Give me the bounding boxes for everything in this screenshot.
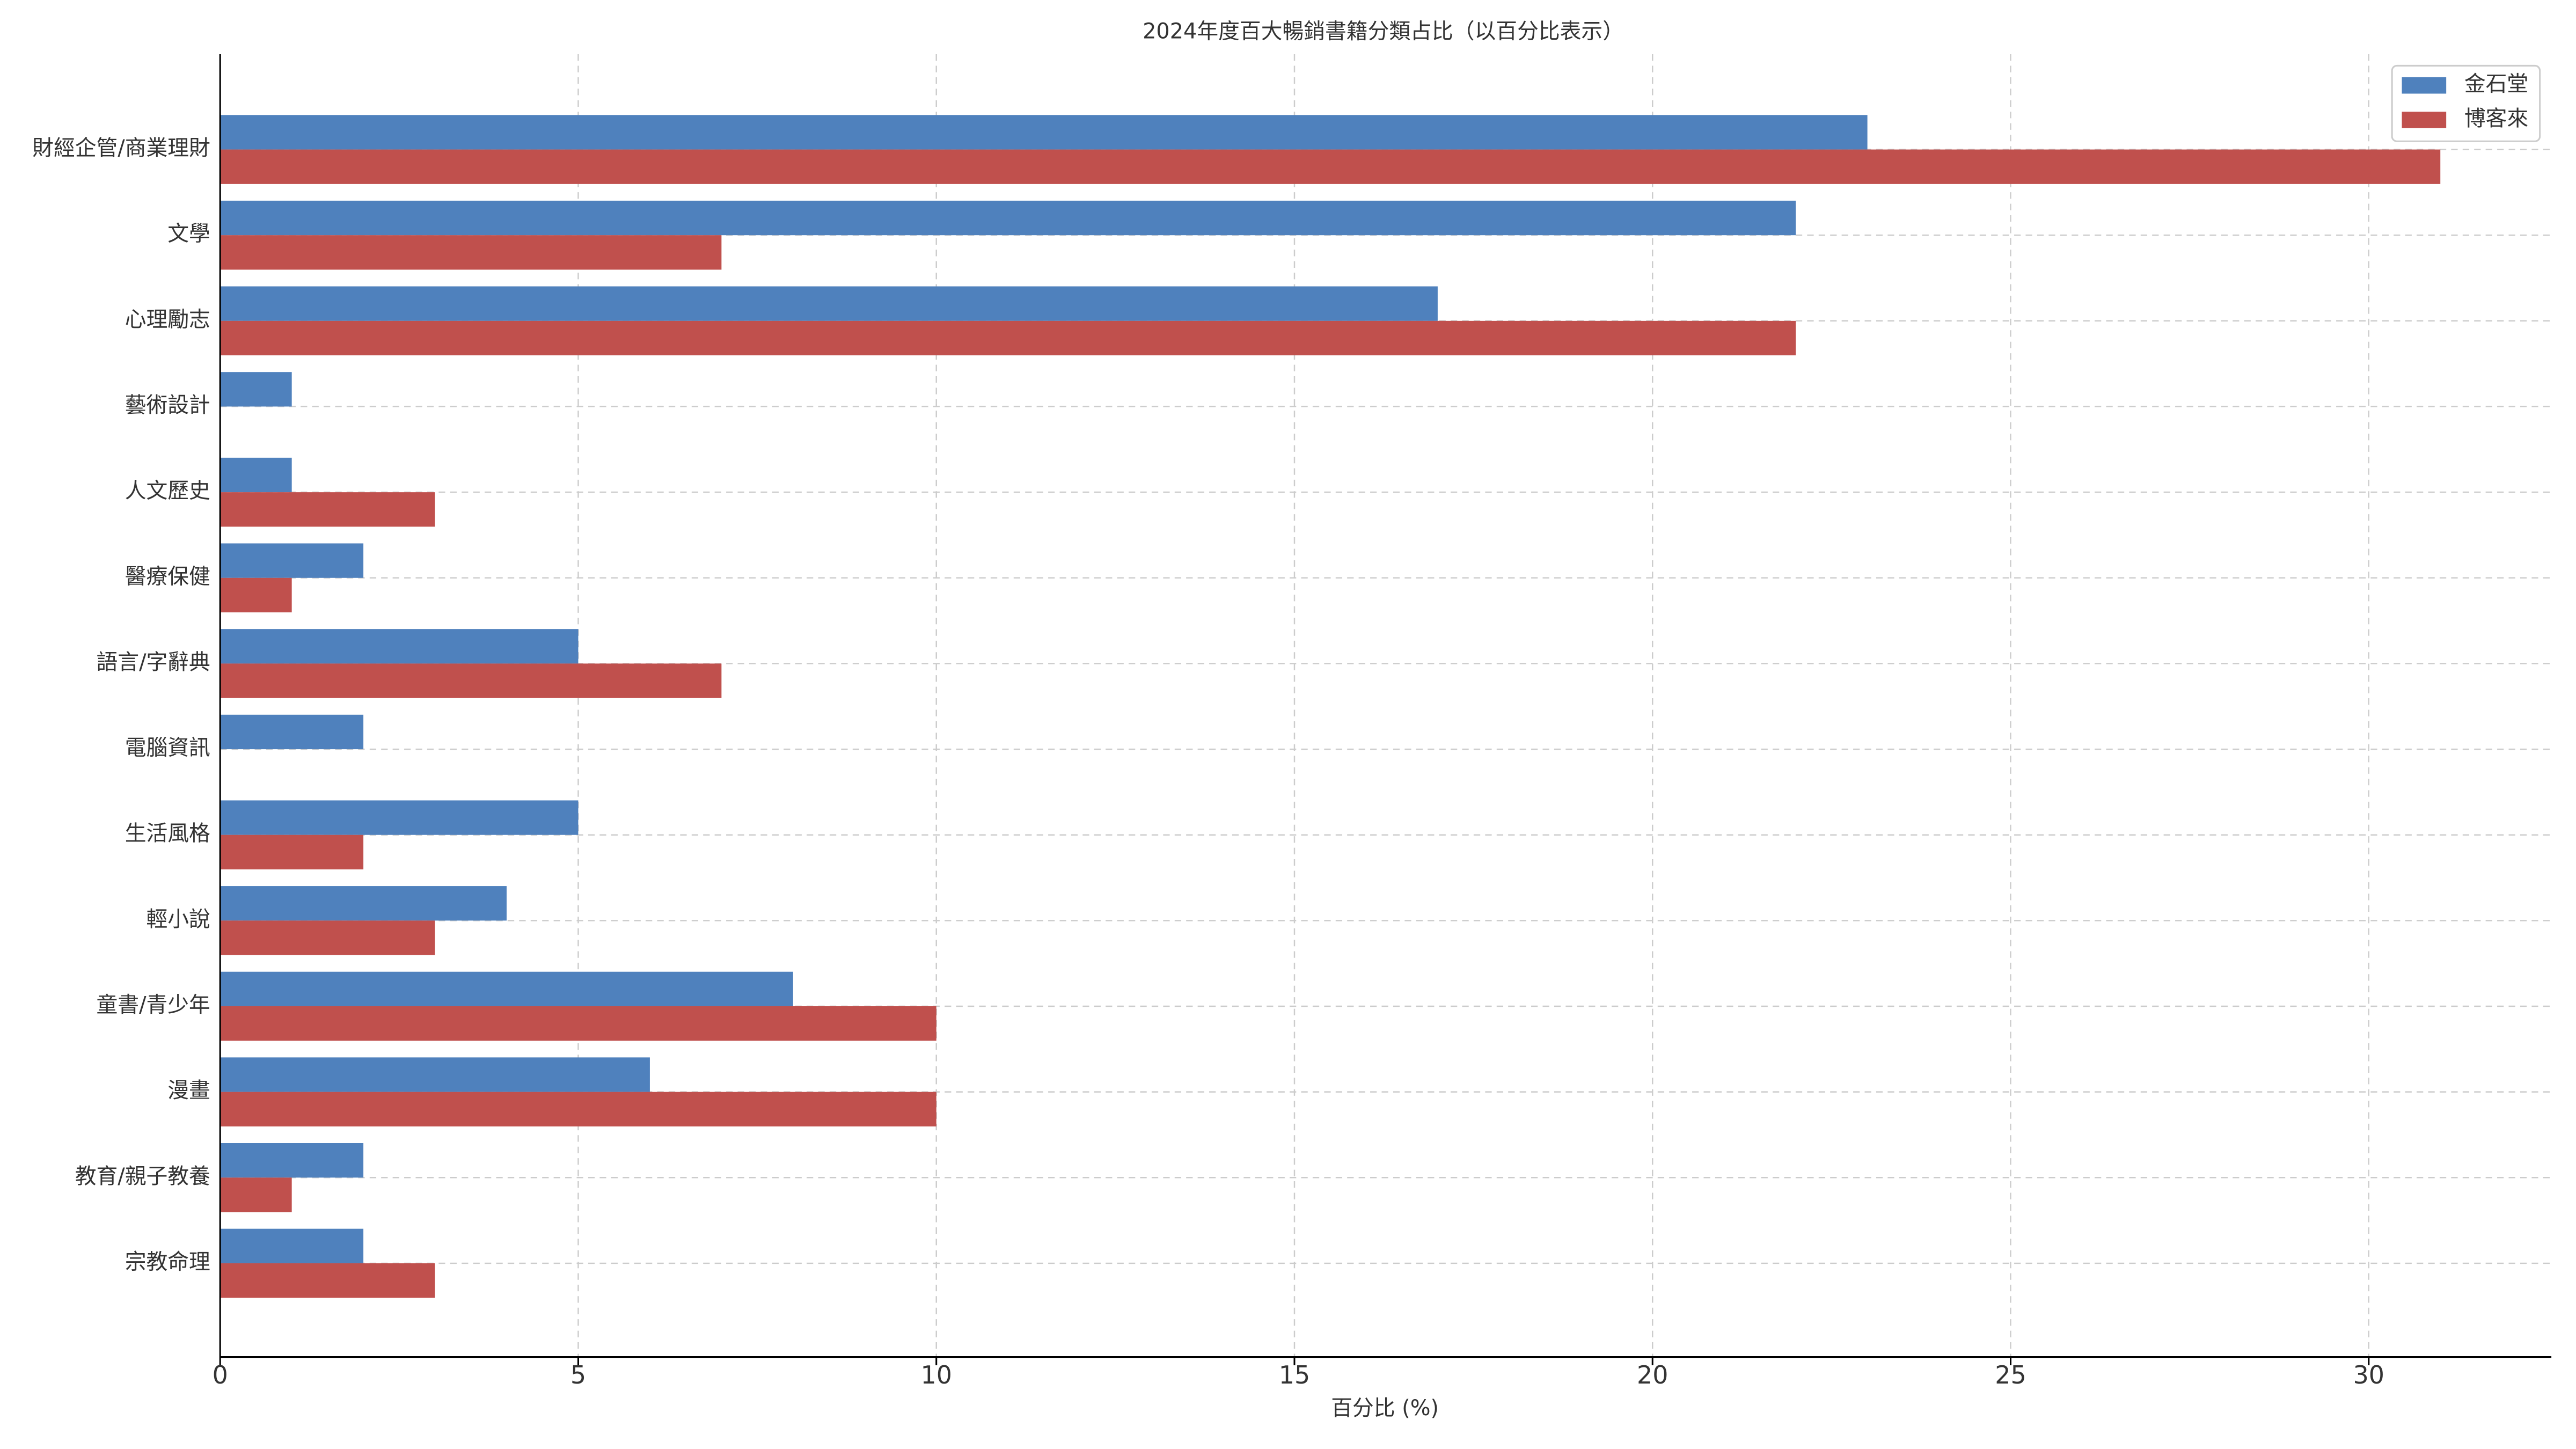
y-tick-label: 漫畫: [167, 1078, 210, 1103]
legend-label: 博客來: [2464, 106, 2528, 131]
bar: [220, 1006, 936, 1041]
bar: [220, 577, 292, 613]
bar: [220, 457, 292, 493]
bar: [220, 629, 579, 664]
bar: [220, 372, 292, 407]
bar: [220, 1057, 650, 1092]
bar: [220, 1263, 435, 1298]
x-tick-label: 10: [921, 1360, 952, 1389]
bar: [220, 800, 579, 835]
bar: [220, 1177, 292, 1212]
bar: [220, 1228, 364, 1263]
bar: [220, 235, 722, 270]
y-tick-label: 人文歷史: [125, 479, 210, 503]
legend-label: 金石堂: [2464, 72, 2528, 97]
x-tick-label: 15: [1279, 1360, 1310, 1389]
chart-title: 2024年度百大暢銷書籍分類占比（以百分比表示）: [1143, 19, 1624, 44]
x-tick-label: 30: [2353, 1360, 2384, 1389]
bar: [220, 714, 364, 750]
x-tick-label: 5: [570, 1360, 586, 1389]
y-tick-label: 文學: [167, 222, 210, 246]
y-tick-label: 心理勵志: [125, 307, 210, 332]
bar: [220, 886, 507, 921]
bar: [220, 492, 435, 527]
bar: [220, 149, 2441, 184]
bar: [220, 835, 364, 869]
bar: [220, 543, 364, 578]
legend-swatch: [2402, 77, 2447, 94]
bar: [220, 115, 1868, 150]
y-tick-label: 醫療保健: [125, 564, 210, 589]
y-tick-label: 童書/青少年: [97, 993, 210, 1018]
bar: [220, 286, 1438, 321]
bar: [220, 920, 435, 955]
y-tick-label: 電腦資訊: [125, 736, 210, 760]
y-tick-label: 生活風格: [125, 821, 210, 846]
legend-swatch: [2402, 112, 2447, 128]
x-tick-label: 0: [213, 1360, 228, 1389]
bar: [220, 1143, 364, 1178]
bar: [220, 1092, 936, 1126]
x-tick-label: 20: [1637, 1360, 1668, 1389]
bar: [220, 971, 793, 1006]
bar: [220, 320, 1796, 356]
y-tick-label: 教育/親子教養: [75, 1164, 210, 1189]
y-tick-label: 宗教命理: [125, 1249, 210, 1274]
bar: [220, 200, 1796, 236]
bar: [220, 663, 722, 698]
y-tick-label: 語言/字辭典: [97, 650, 210, 675]
y-tick-label: 輕小說: [146, 907, 210, 932]
x-tick-label: 25: [1995, 1360, 2026, 1389]
x-axis-label: 百分比 (%): [1331, 1396, 1439, 1421]
y-tick-label: 財經企管/商業理財: [32, 136, 210, 160]
y-tick-label: 藝術設計: [125, 393, 210, 418]
